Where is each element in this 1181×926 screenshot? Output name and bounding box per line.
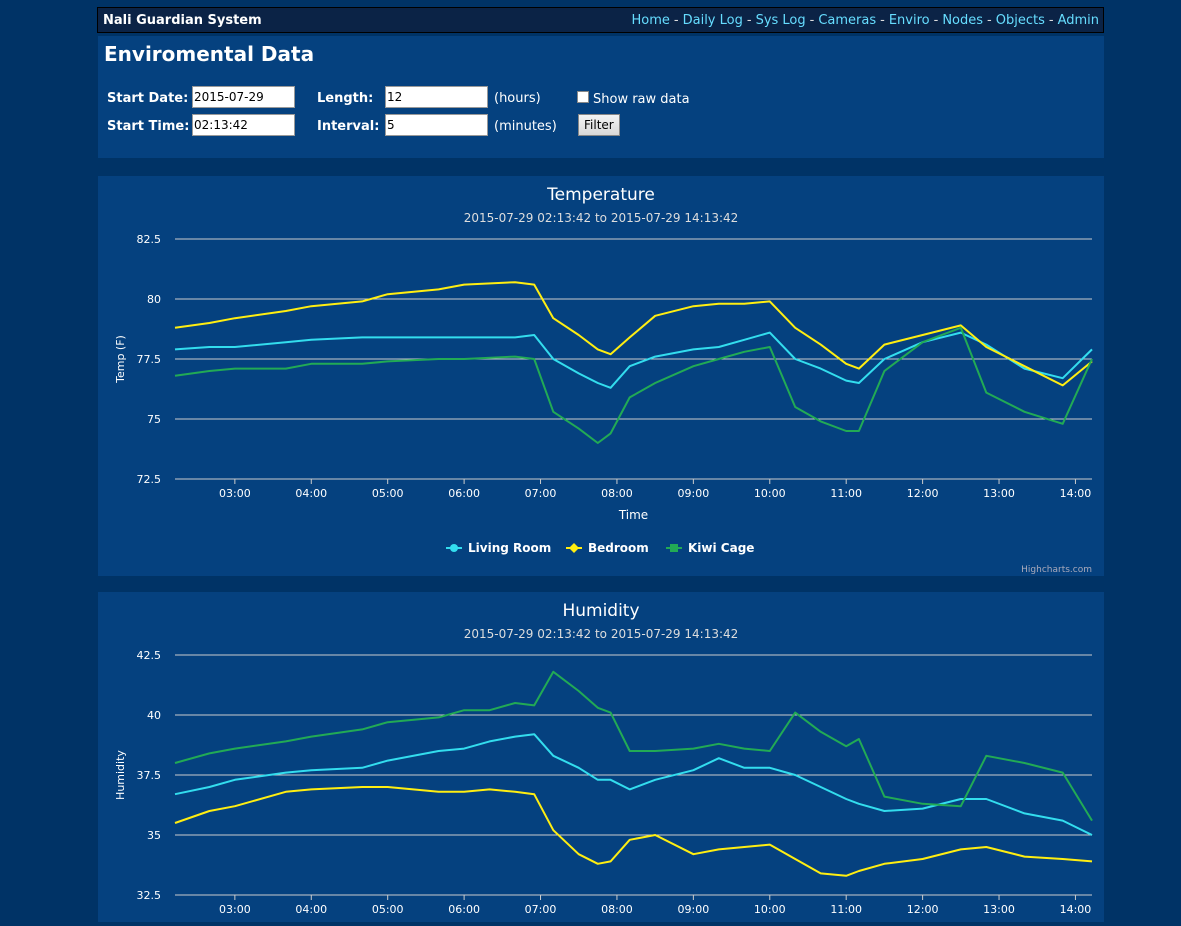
nav-enviro-link[interactable]: Enviro [888, 13, 930, 28]
x-tick-label: 08:00 [601, 903, 633, 916]
y-tick-label: 77.5 [137, 353, 162, 366]
nav-cameras-link[interactable]: Cameras [818, 13, 877, 28]
x-tick-label: 05:00 [372, 903, 404, 916]
length-label: Length: [317, 91, 374, 106]
x-tick-label: 13:00 [983, 903, 1015, 916]
x-tick-label: 11:00 [830, 487, 862, 500]
x-tick-label: 12:00 [907, 903, 939, 916]
x-tick-label: 07:00 [525, 903, 557, 916]
x-tick-label: 04:00 [295, 487, 327, 500]
interval-label: Interval: [317, 119, 380, 134]
y-tick-label: 82.5 [137, 233, 162, 246]
nav-sys-log-link[interactable]: Sys Log [755, 13, 806, 28]
x-tick-label: 10:00 [754, 903, 786, 916]
brand-title: Nali Guardian System [103, 13, 262, 28]
start-date-label: Start Date: [107, 91, 189, 106]
chart-title: Temperature [546, 185, 655, 205]
show-raw-checkbox[interactable] [577, 91, 589, 103]
nav-home-link[interactable]: Home [631, 13, 670, 28]
x-tick-label: 11:00 [830, 903, 862, 916]
nav-daily-log-link[interactable]: Daily Log [682, 13, 743, 28]
legend-marker-kiwi [670, 544, 678, 552]
legend-marker-living [450, 544, 458, 552]
filter-panel: Enviromental Data Start Date: Start Time… [98, 36, 1104, 158]
x-tick-label: 10:00 [754, 487, 786, 500]
series-line-bedroom [174, 786, 1093, 877]
length-unit: (hours) [494, 91, 541, 106]
y-tick-label: 42.5 [137, 649, 162, 662]
start-time-input[interactable] [192, 114, 295, 136]
series-line-living [174, 331, 1093, 389]
main-nav: Home - Daily Log - Sys Log - Cameras - Enviro - No… [631, 13, 1099, 28]
x-tick-label: 03:00 [219, 903, 251, 916]
nav-objects-link[interactable]: Objects [995, 13, 1045, 28]
x-tick-label: 06:00 [448, 903, 480, 916]
y-tick-label: 32.5 [137, 889, 162, 902]
filter-button[interactable]: Filter [578, 114, 620, 136]
y-tick-label: 72.5 [137, 473, 162, 486]
y-axis-label: Temp (F) [114, 335, 127, 384]
x-tick-label: 14:00 [1060, 487, 1092, 500]
temperature-chart: Temperature 2015-07-29 02:13:42 to 2015-0… [114, 185, 1093, 575]
legend-label-kiwi: Kiwi Cage [688, 541, 754, 555]
y-tick-label: 40 [147, 709, 161, 722]
chart-subtitle: 2015-07-29 02:13:42 to 2015-07-29 14:13:… [464, 211, 739, 225]
x-tick-label: 13:00 [983, 487, 1015, 500]
x-tick-label: 03:00 [219, 487, 251, 500]
x-tick-label: 04:00 [295, 903, 327, 916]
legend-marker-bedroom [569, 543, 579, 553]
x-tick-label: 07:00 [525, 487, 557, 500]
legend-label-bedroom: Bedroom [588, 541, 649, 555]
series-line-kiwi [174, 670, 1093, 822]
x-tick-label: 14:00 [1060, 903, 1092, 916]
highcharts-credit: Highcharts.com [1021, 565, 1092, 575]
x-axis-label: Time [618, 508, 648, 522]
page-title: Enviromental Data [104, 42, 315, 66]
y-tick-label: 35 [147, 829, 161, 842]
humidity-chart: Humidity 2015-07-29 02:13:42 to 2015-07-2… [114, 601, 1093, 916]
x-tick-label: 09:00 [678, 487, 710, 500]
series-line-bedroom [174, 281, 1093, 387]
interval-unit: (minutes) [494, 119, 557, 134]
legend-label-living: Living Room [468, 541, 551, 555]
start-date-input[interactable] [192, 86, 295, 108]
series-line-living [174, 733, 1093, 836]
y-tick-label: 75 [147, 413, 161, 426]
y-tick-label: 80 [147, 293, 161, 306]
humidity-chart-panel: Humidity 2015-07-29 02:13:42 to 2015-07-2… [98, 592, 1104, 922]
x-tick-label: 05:00 [372, 487, 404, 500]
chart-subtitle: 2015-07-29 02:13:42 to 2015-07-29 14:13:… [464, 627, 739, 641]
show-raw-label: Show raw data [593, 92, 690, 107]
length-input[interactable] [385, 86, 488, 108]
nav-admin-link[interactable]: Admin [1057, 13, 1099, 28]
x-tick-label: 08:00 [601, 487, 633, 500]
nav-nodes-link[interactable]: Nodes [942, 13, 984, 28]
chart-title: Humidity [562, 601, 639, 621]
interval-input[interactable] [385, 114, 488, 136]
x-tick-label: 12:00 [907, 487, 939, 500]
top-bar: Nali Guardian System Home - Daily Log - Sys … [97, 7, 1104, 33]
temperature-chart-panel: Temperature 2015-07-29 02:13:42 to 2015-0… [98, 176, 1104, 576]
y-axis-label: Humidity [114, 750, 127, 800]
x-tick-label: 09:00 [678, 903, 710, 916]
y-tick-label: 37.5 [137, 769, 162, 782]
x-tick-label: 06:00 [448, 487, 480, 500]
series-line-kiwi [174, 326, 1093, 444]
start-time-label: Start Time: [107, 119, 190, 134]
